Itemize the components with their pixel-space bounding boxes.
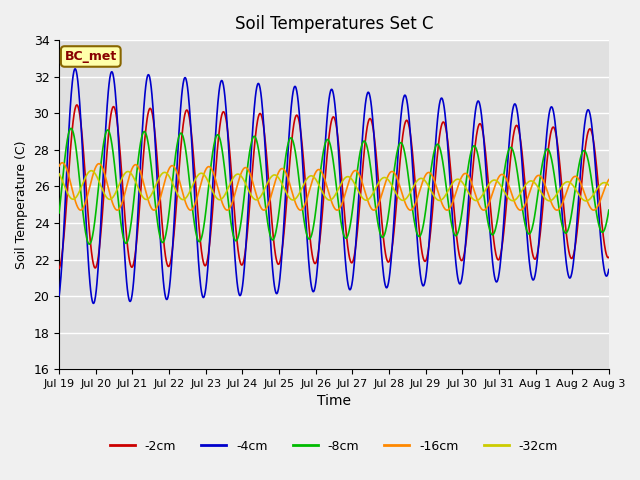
X-axis label: Time: Time: [317, 395, 351, 408]
Legend: -2cm, -4cm, -8cm, -16cm, -32cm: -2cm, -4cm, -8cm, -16cm, -32cm: [105, 435, 563, 458]
Y-axis label: Soil Temperature (C): Soil Temperature (C): [15, 141, 28, 269]
Title: Soil Temperatures Set C: Soil Temperatures Set C: [235, 15, 433, 33]
Text: BC_met: BC_met: [65, 50, 117, 63]
